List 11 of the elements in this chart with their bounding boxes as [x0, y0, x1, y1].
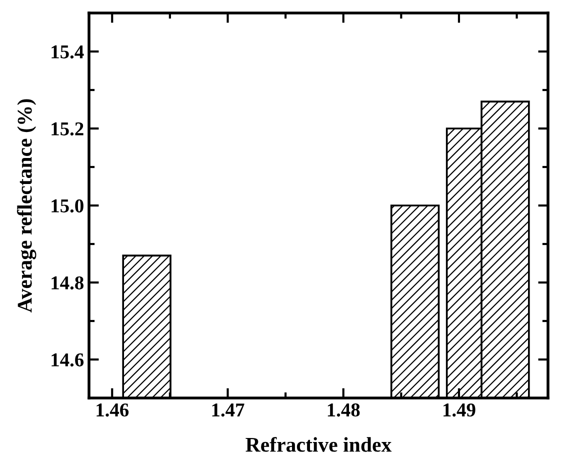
y-tick-label: 15.0 — [52, 199, 84, 213]
x-tick-label: 1.49 — [444, 403, 476, 417]
x-tick-label: 1.47 — [212, 404, 244, 417]
x-axis-title: Refractive index — [246, 436, 392, 452]
y-tick-label: 14.8 — [52, 276, 84, 290]
x-tick-label: 1.46 — [96, 403, 129, 417]
y-axis-title: Average reflectance (%) — [16, 99, 36, 312]
y-tick-label: 15.4 — [52, 45, 84, 59]
y-tick-label: 14.6 — [52, 353, 84, 367]
y-tick-label: 15.2 — [52, 122, 84, 136]
x-tick-label: 1.48 — [328, 403, 360, 417]
